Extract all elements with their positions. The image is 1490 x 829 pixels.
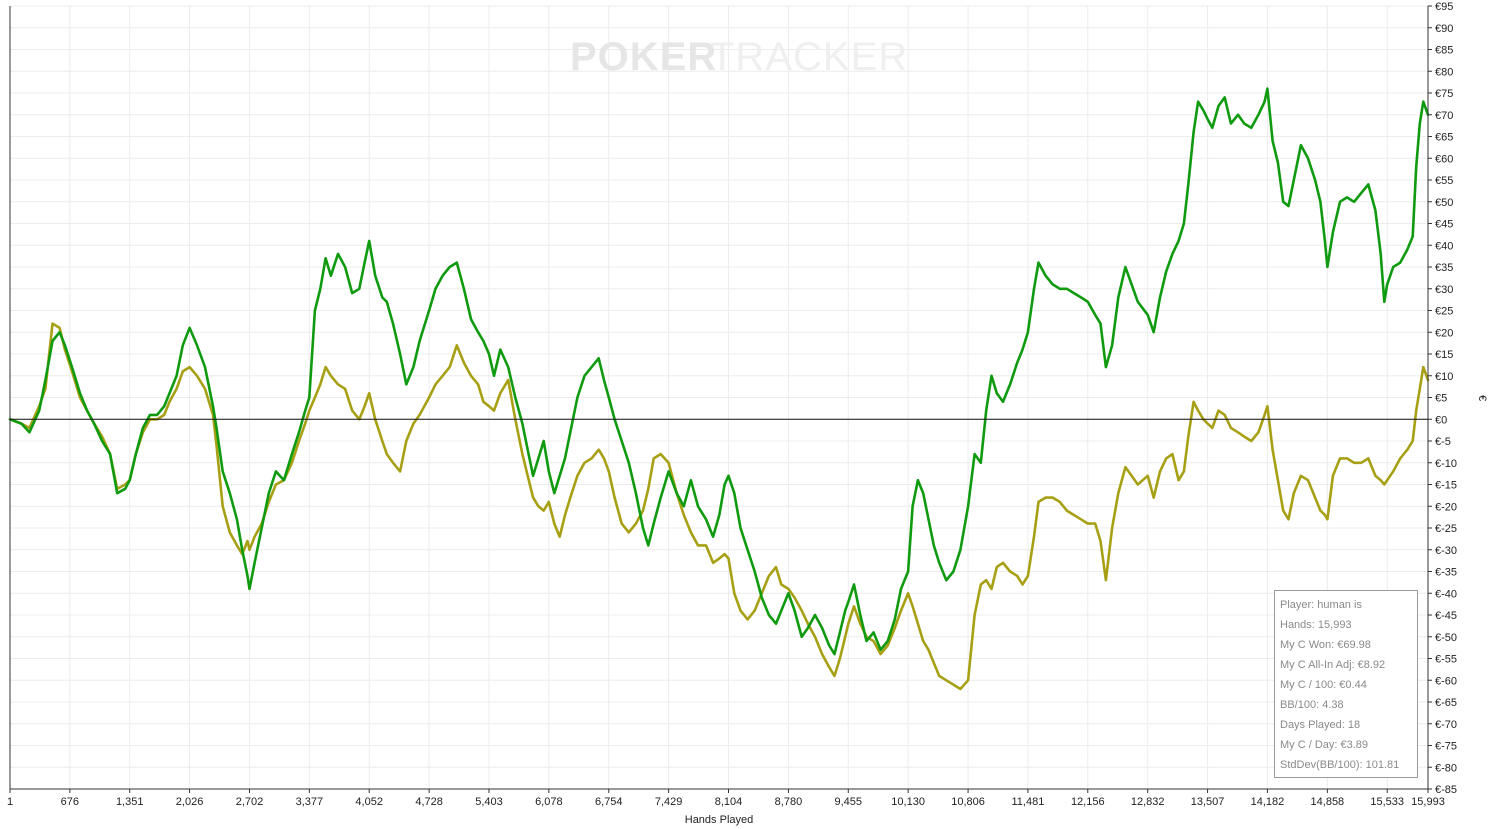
- y-tick-label: €-35: [1435, 567, 1457, 579]
- y-axis-ticks: €95 €90 €85 €80 €75 €70 €65 €60 €55 €50 €45 €40 €35 €…: [1428, 1, 1457, 796]
- x-tick-label: 1: [7, 796, 13, 808]
- x-tick-label: 10,806: [951, 796, 985, 808]
- x-tick-label: 15,993: [1411, 796, 1445, 808]
- y-tick-label: €0: [1435, 414, 1447, 426]
- y-tick-label: €45: [1435, 219, 1453, 231]
- x-tick-label: 8,780: [775, 796, 803, 808]
- y-tick-label: €-30: [1435, 545, 1457, 557]
- y-tick-label: €60: [1435, 153, 1453, 165]
- stat-stddev: StdDev(BB/100): 101.81: [1280, 759, 1400, 771]
- stat-days-played: Days Played: 18: [1280, 719, 1361, 731]
- y-tick-label: €25: [1435, 306, 1453, 318]
- x-tick-label: 14,182: [1251, 796, 1285, 808]
- y-tick-label: €20: [1435, 327, 1453, 339]
- y-tick-label: €-15: [1435, 480, 1457, 492]
- series-line-1: [8, 87, 1430, 656]
- y-tick-label: €90: [1435, 23, 1453, 35]
- y-tick-label: €-20: [1435, 501, 1457, 513]
- y-tick-label: €-10: [1435, 458, 1457, 470]
- stat-bb-100: BB/100: 4.38: [1280, 699, 1344, 711]
- y-tick-label: €-50: [1435, 632, 1457, 644]
- y-axis-title: €: [1476, 395, 1488, 401]
- x-tick-label: 2,026: [176, 796, 204, 808]
- stat-hands: Hands: 15,993: [1280, 619, 1352, 631]
- y-tick-label: €-60: [1435, 675, 1457, 687]
- y-tick-label: €-40: [1435, 588, 1457, 600]
- x-tick-label: 6,078: [535, 796, 563, 808]
- y-tick-label: €-55: [1435, 654, 1457, 666]
- x-tick-label: 6,754: [595, 796, 623, 808]
- x-tick-label: 12,156: [1071, 796, 1105, 808]
- stat-per-100: My C / 100: €0.44: [1280, 679, 1367, 691]
- x-tick-label: 676: [61, 796, 79, 808]
- y-tick-label: €-85: [1435, 784, 1457, 796]
- x-tick-label: 15,533: [1370, 796, 1404, 808]
- y-tick-label: €-45: [1435, 610, 1457, 622]
- y-tick-label: €65: [1435, 132, 1453, 144]
- watermark-part2: TRACKER: [710, 35, 908, 79]
- y-tick-label: €85: [1435, 45, 1453, 57]
- x-tick-label: 12,832: [1131, 796, 1165, 808]
- x-tick-label: 1,351: [116, 796, 144, 808]
- y-tick-label: €5: [1435, 393, 1447, 405]
- x-tick-label: 13,507: [1191, 796, 1225, 808]
- y-tick-label: €30: [1435, 284, 1453, 296]
- y-tick-label: €10: [1435, 371, 1453, 383]
- y-tick-label: €40: [1435, 240, 1453, 252]
- x-tick-label: 5,403: [475, 796, 503, 808]
- x-axis-ticks: 1 676 1,351 2,026 2,702 3,377 4,052 4,728 5,403 6…: [7, 789, 1445, 808]
- watermark-logo: POKER TRACKER: [570, 35, 908, 79]
- y-tick-label: €80: [1435, 66, 1453, 78]
- stat-per-day: My C / Day: €3.89: [1280, 739, 1369, 751]
- y-tick-label: €95: [1435, 1, 1453, 13]
- y-tick-label: €70: [1435, 110, 1453, 122]
- x-tick-label: 4,052: [355, 796, 383, 808]
- stat-player: Player: human is: [1280, 599, 1362, 611]
- y-tick-label: €50: [1435, 197, 1453, 209]
- x-tick-label: 14,858: [1311, 796, 1345, 808]
- grid-lines: [9, 5, 1429, 790]
- x-tick-label: 11,481: [1012, 796, 1045, 808]
- y-tick-label: €55: [1435, 175, 1453, 187]
- y-tick-label: €35: [1435, 262, 1453, 274]
- y-tick-label: €75: [1435, 88, 1453, 100]
- y-tick-label: €15: [1435, 349, 1453, 361]
- watermark-part1: POKER: [570, 35, 717, 79]
- y-tick-label: €-65: [1435, 697, 1457, 709]
- y-tick-label: €-25: [1435, 523, 1457, 535]
- x-tick-label: 3,377: [296, 796, 324, 808]
- x-axis-title: Hands Played: [685, 814, 754, 826]
- y-tick-label: €-80: [1435, 762, 1457, 774]
- stat-allin-adj: My C All-In Adj: €8.92: [1280, 659, 1386, 671]
- stats-summary-box: Player: human is Hands: 15,993 My C Won:…: [1274, 590, 1418, 778]
- y-tick-label: €-5: [1435, 436, 1451, 448]
- x-tick-label: 2,702: [236, 796, 264, 808]
- x-tick-label: 9,455: [835, 796, 863, 808]
- x-tick-label: 4,728: [415, 796, 443, 808]
- series-layer: [8, 87, 1430, 691]
- x-tick-label: 8,104: [715, 796, 743, 808]
- stat-won: My C Won: €69.98: [1280, 639, 1371, 651]
- x-tick-label: 7,429: [655, 796, 683, 808]
- y-tick-label: €-75: [1435, 741, 1457, 753]
- y-tick-label: €-70: [1435, 719, 1457, 731]
- x-tick-label: 10,130: [891, 796, 925, 808]
